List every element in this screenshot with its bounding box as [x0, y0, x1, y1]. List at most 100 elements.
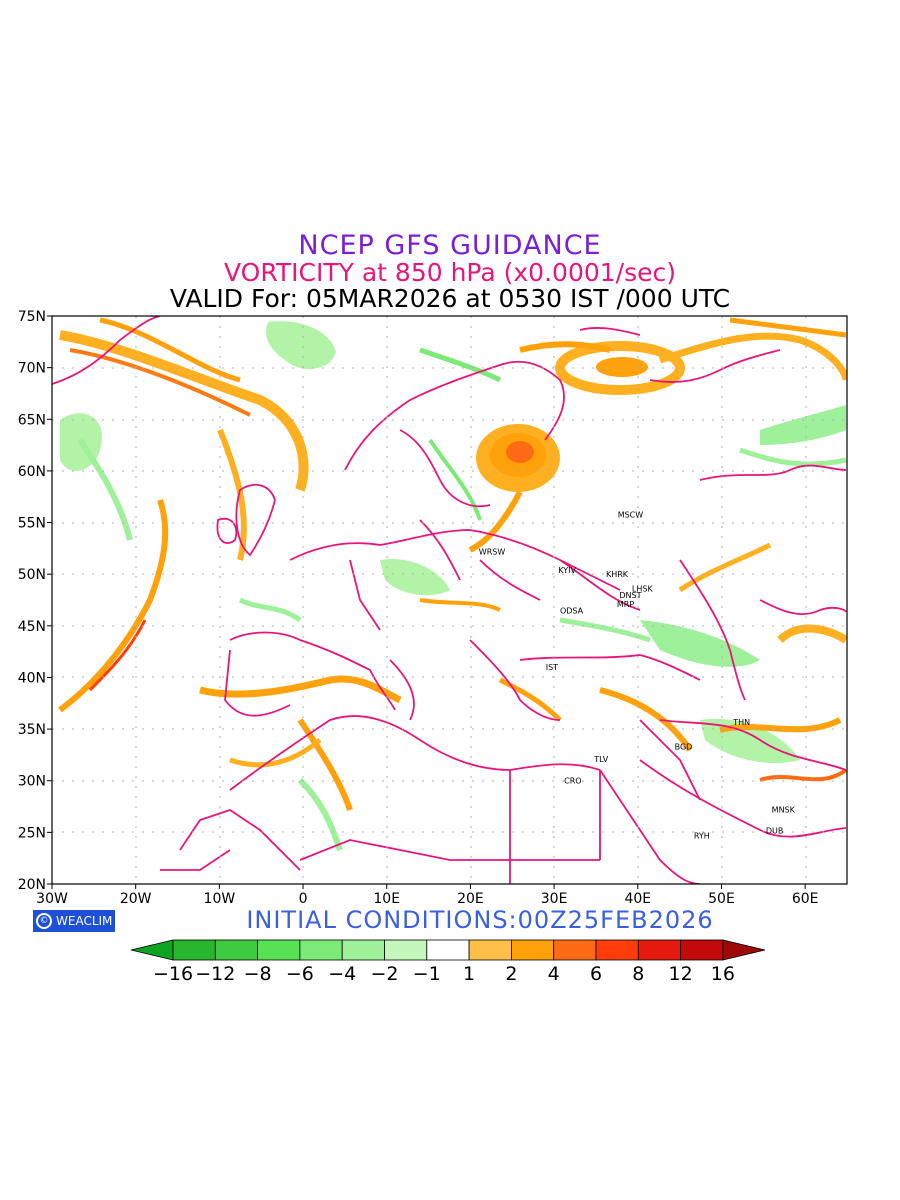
longitude-label: 30E	[541, 891, 568, 907]
legend-label: 2	[505, 963, 517, 985]
badge-label: WEACLIM	[56, 914, 113, 928]
longitude-label: 10E	[373, 891, 400, 907]
coastline	[599, 769, 701, 884]
city-label: LHSK	[632, 585, 654, 594]
vorticity-positive-band	[759, 768, 847, 782]
latitude-label: 60N	[18, 464, 46, 480]
legend-swatch	[384, 939, 428, 961]
coastline	[579, 327, 641, 336]
coastline	[235, 483, 276, 557]
vorticity-positive-band	[199, 675, 402, 704]
legend-swatch	[341, 939, 385, 961]
city-label: ODSA	[560, 606, 584, 615]
legend-label: −1	[413, 963, 441, 985]
vorticity-positive-band	[58, 499, 169, 713]
city-label: THN	[732, 718, 750, 727]
latitude-label: 20N	[18, 877, 46, 893]
legend-label: 6	[590, 963, 602, 985]
city-label: BGD	[675, 743, 693, 752]
vorticity-positive-band	[658, 332, 847, 381]
city-label: WRSW	[479, 547, 506, 556]
weaclim-logo-icon: ©	[36, 913, 52, 929]
vorticity-positive-band	[468, 490, 523, 553]
vorticity-negative-streak	[297, 777, 343, 851]
longitude-label: 30W	[36, 891, 68, 907]
vorticity-negative-area	[640, 620, 760, 667]
legend-label: −4	[328, 963, 356, 985]
city-label: MNSK	[772, 806, 796, 815]
coastline	[229, 631, 396, 711]
coastline	[229, 715, 601, 791]
weaclim-badge: © WEACLIM	[33, 910, 115, 932]
title-line-2: VORTICITY at 850 hPa (x0.0001/sec)	[223, 258, 676, 287]
vorticity-positive-band	[777, 624, 847, 644]
legend-label: 8	[632, 963, 644, 985]
legend-label: −2	[370, 963, 398, 985]
legend-label: −8	[244, 963, 272, 985]
legend-swatch	[510, 939, 555, 961]
longitude-label: 20W	[120, 891, 152, 907]
border	[639, 719, 701, 801]
legend-label: 12	[669, 963, 693, 985]
vorticity-positive-band	[88, 619, 147, 692]
legend-arrow-low	[130, 939, 174, 961]
vorticity-positive-band	[419, 598, 501, 612]
latitude-label: 75N	[18, 309, 46, 325]
longitude-label: 0	[299, 891, 308, 907]
border	[479, 559, 541, 601]
color-legend: −16 −12 −8 −6 −4 −2 −1 1 2 4 6 8 12 16	[130, 939, 765, 985]
legend-arrow-high	[722, 939, 765, 961]
coastline	[399, 429, 491, 508]
legend-swatch	[426, 939, 470, 961]
city-label: MRP	[617, 600, 634, 609]
legend-swatch	[299, 939, 343, 961]
legend-swatch	[172, 939, 216, 961]
title-line-1: NCEP GFS GUIDANCE	[298, 230, 602, 261]
coastline	[649, 349, 781, 383]
border	[559, 559, 621, 591]
vorticity-positive-maximum	[596, 357, 648, 377]
latitude-label: 70N	[18, 361, 46, 377]
longitude-labels: 30W 20W 10W 0 10E 20E 30E 40E 50E 60E	[36, 884, 818, 907]
coastline	[216, 517, 238, 544]
city-label: IST	[546, 663, 558, 672]
coastline	[519, 654, 701, 681]
coastline	[639, 759, 847, 838]
coastline	[389, 659, 415, 721]
city-label: CRO	[564, 777, 581, 786]
vorticity-negative-streak	[419, 347, 502, 383]
coastline	[659, 719, 847, 771]
vorticity-positive-band	[99, 317, 241, 383]
coastline	[224, 649, 291, 717]
border	[419, 519, 461, 581]
map-frame	[51, 315, 848, 885]
coastline	[759, 599, 847, 615]
latitude-label: 65N	[18, 412, 46, 428]
legend-label: −12	[195, 963, 235, 985]
coastline	[679, 559, 746, 701]
longitude-label: 20E	[457, 891, 484, 907]
latitude-label: 30N	[18, 774, 46, 790]
legend-swatch	[553, 939, 597, 961]
vorticity-positive-band	[498, 677, 562, 722]
vorticity-positive-band	[69, 348, 251, 417]
vorticity-positive-band	[229, 738, 322, 768]
coastline	[52, 316, 161, 385]
longitude-label: 50E	[708, 891, 735, 907]
legend-label: −6	[286, 963, 314, 985]
city-label: DNST	[619, 591, 641, 600]
map-background	[52, 316, 847, 884]
title-line-3: VALID For: 05MAR2026 at 0530 IST /000 UT…	[169, 284, 731, 313]
legend-label: −16	[153, 963, 193, 985]
city-label: RYH	[694, 831, 710, 840]
vorticity-positive-band	[297, 718, 353, 811]
vorticity-negative-streak	[559, 617, 651, 643]
coastline	[289, 529, 641, 611]
coastline	[699, 464, 847, 481]
vorticity-positive-maximum	[555, 341, 685, 395]
latitude-label: 45N	[18, 619, 46, 635]
vorticity-positive-band	[599, 687, 693, 752]
coastline	[469, 639, 561, 721]
country-borders	[52, 316, 847, 884]
